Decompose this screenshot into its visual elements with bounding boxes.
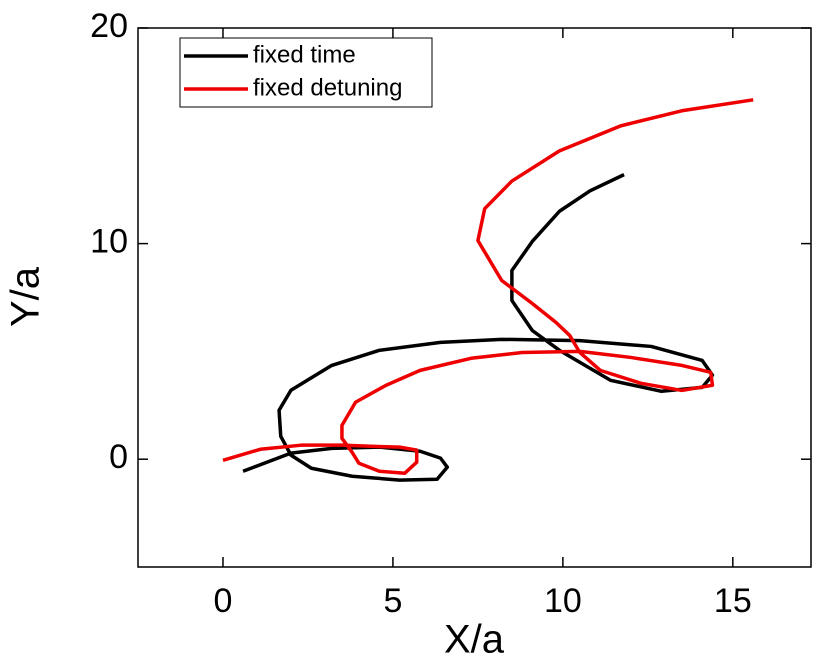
x-tick-label: 15 (714, 582, 752, 620)
series-line (242, 173, 715, 482)
y-tick-label: 20 (90, 7, 128, 45)
y-axis-label: Y/a (4, 266, 48, 327)
x-axis-label: X/a (444, 618, 505, 662)
x-tick-label: 0 (214, 582, 233, 620)
legend-label: fixed time (253, 41, 356, 68)
y-tick-label: 0 (109, 438, 128, 476)
series-line (222, 98, 754, 475)
plot-frame (137, 27, 812, 568)
x-tick-label: 5 (383, 582, 402, 620)
x-tick-label: 10 (544, 582, 582, 620)
legend-label: fixed detuning (253, 74, 402, 101)
y-tick-label: 10 (90, 223, 128, 261)
legend-box (179, 37, 433, 108)
